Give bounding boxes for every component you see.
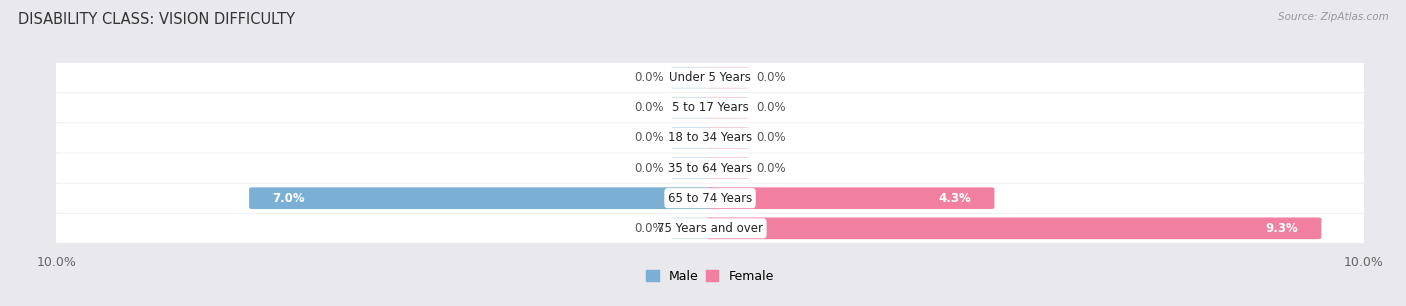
Text: 0.0%: 0.0% xyxy=(634,162,664,174)
Legend: Male, Female: Male, Female xyxy=(641,265,779,288)
FancyBboxPatch shape xyxy=(671,67,713,88)
FancyBboxPatch shape xyxy=(671,127,713,149)
FancyBboxPatch shape xyxy=(707,127,749,149)
Text: 4.3%: 4.3% xyxy=(939,192,972,205)
Text: 65 to 74 Years: 65 to 74 Years xyxy=(668,192,752,205)
Text: 0.0%: 0.0% xyxy=(634,132,664,144)
FancyBboxPatch shape xyxy=(707,218,1322,239)
FancyBboxPatch shape xyxy=(52,93,1368,123)
FancyBboxPatch shape xyxy=(52,63,1368,92)
FancyBboxPatch shape xyxy=(707,67,749,88)
FancyBboxPatch shape xyxy=(52,183,1368,213)
FancyBboxPatch shape xyxy=(671,218,713,239)
FancyBboxPatch shape xyxy=(52,153,1368,183)
FancyBboxPatch shape xyxy=(52,123,1368,153)
Text: 9.3%: 9.3% xyxy=(1265,222,1299,235)
Text: 0.0%: 0.0% xyxy=(634,101,664,114)
FancyBboxPatch shape xyxy=(52,214,1368,243)
Text: 5 to 17 Years: 5 to 17 Years xyxy=(672,101,748,114)
Text: 7.0%: 7.0% xyxy=(271,192,305,205)
Text: DISABILITY CLASS: VISION DIFFICULTY: DISABILITY CLASS: VISION DIFFICULTY xyxy=(18,12,295,27)
Text: 75 Years and over: 75 Years and over xyxy=(657,222,763,235)
Text: 18 to 34 Years: 18 to 34 Years xyxy=(668,132,752,144)
FancyBboxPatch shape xyxy=(707,187,994,209)
Text: 0.0%: 0.0% xyxy=(634,222,664,235)
FancyBboxPatch shape xyxy=(671,97,713,119)
Text: 0.0%: 0.0% xyxy=(756,101,786,114)
FancyBboxPatch shape xyxy=(671,157,713,179)
FancyBboxPatch shape xyxy=(707,157,749,179)
FancyBboxPatch shape xyxy=(707,97,749,119)
Text: 0.0%: 0.0% xyxy=(756,162,786,174)
Text: Source: ZipAtlas.com: Source: ZipAtlas.com xyxy=(1278,12,1389,22)
Text: 35 to 64 Years: 35 to 64 Years xyxy=(668,162,752,174)
Text: 0.0%: 0.0% xyxy=(634,71,664,84)
Text: Under 5 Years: Under 5 Years xyxy=(669,71,751,84)
Text: 0.0%: 0.0% xyxy=(756,132,786,144)
Text: 0.0%: 0.0% xyxy=(756,71,786,84)
FancyBboxPatch shape xyxy=(249,187,713,209)
